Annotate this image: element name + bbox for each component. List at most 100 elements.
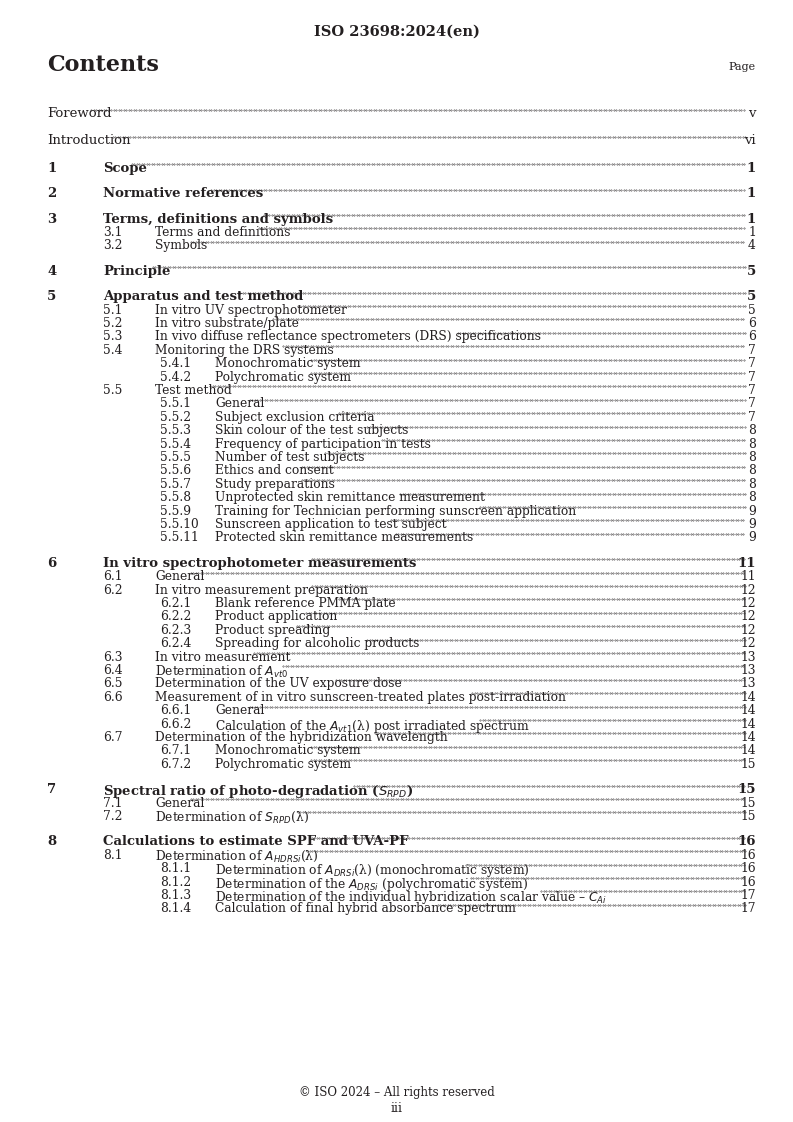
Text: Calculation of the $A_{vt1}$(λ) post irradiated spectrum: Calculation of the $A_{vt1}$(λ) post irr… xyxy=(215,718,530,735)
Text: 7: 7 xyxy=(47,783,56,797)
Text: 16: 16 xyxy=(741,862,756,875)
Text: 5.2: 5.2 xyxy=(103,318,122,330)
Text: 6.7.2: 6.7.2 xyxy=(160,757,191,771)
Text: 8: 8 xyxy=(748,451,756,465)
Text: 1: 1 xyxy=(47,162,56,175)
Text: 13: 13 xyxy=(741,664,756,677)
Text: 5: 5 xyxy=(747,265,756,278)
Text: Sunscreen application to test subject: Sunscreen application to test subject xyxy=(215,518,446,531)
Text: vi: vi xyxy=(745,135,756,147)
Text: 5.5.11: 5.5.11 xyxy=(160,532,199,544)
Text: 17: 17 xyxy=(741,902,756,916)
Text: 15: 15 xyxy=(737,783,756,797)
Text: 6.2.4: 6.2.4 xyxy=(160,637,191,651)
Text: 16: 16 xyxy=(741,849,756,862)
Text: Contents: Contents xyxy=(47,54,159,76)
Text: Ethics and consent: Ethics and consent xyxy=(215,465,334,477)
Text: Determination of $S_{RPD}$(λ): Determination of $S_{RPD}$(λ) xyxy=(155,810,309,825)
Text: 5.5.1: 5.5.1 xyxy=(160,397,191,411)
Text: 13: 13 xyxy=(741,651,756,663)
Text: Calculations to estimate SPF and UVA-PF: Calculations to estimate SPF and UVA-PF xyxy=(103,836,408,848)
Text: 7: 7 xyxy=(749,411,756,424)
Text: General: General xyxy=(155,570,205,583)
Text: Terms, definitions and symbols: Terms, definitions and symbols xyxy=(103,212,333,226)
Text: Determination of $A_{HDRSi}$(λ): Determination of $A_{HDRSi}$(λ) xyxy=(155,849,319,864)
Text: 3: 3 xyxy=(47,212,56,226)
Text: Product application: Product application xyxy=(215,610,337,624)
Text: 5.4: 5.4 xyxy=(103,343,122,357)
Text: Spectral ratio of photo-degradation ($S_{RPD}$): Spectral ratio of photo-degradation ($S_… xyxy=(103,783,413,800)
Text: 8: 8 xyxy=(748,465,756,477)
Text: Page: Page xyxy=(729,62,756,72)
Text: v: v xyxy=(749,107,756,120)
Text: 8: 8 xyxy=(47,836,56,848)
Text: Unprotected skin remittance measurement: Unprotected skin remittance measurement xyxy=(215,491,485,504)
Text: Normative references: Normative references xyxy=(103,187,263,200)
Text: 8.1.2: 8.1.2 xyxy=(160,875,191,889)
Text: Scope: Scope xyxy=(103,162,147,175)
Text: Determination of the UV exposure dose: Determination of the UV exposure dose xyxy=(155,678,402,690)
Text: 5.5.4: 5.5.4 xyxy=(160,438,191,451)
Text: 5.5.3: 5.5.3 xyxy=(160,424,191,438)
Text: In vivo diffuse reflectance spectrometers (DRS) specifications: In vivo diffuse reflectance spectrometer… xyxy=(155,330,541,343)
Text: Apparatus and test method: Apparatus and test method xyxy=(103,291,303,303)
Text: 6.7.1: 6.7.1 xyxy=(160,744,191,757)
Text: 6.2.3: 6.2.3 xyxy=(160,624,191,637)
Text: Monochromatic system: Monochromatic system xyxy=(215,357,361,370)
Text: 3.2: 3.2 xyxy=(103,239,122,252)
Text: Symbols: Symbols xyxy=(155,239,207,252)
Text: 6.4: 6.4 xyxy=(103,664,123,677)
Text: 6.6: 6.6 xyxy=(103,691,123,703)
Text: 7: 7 xyxy=(749,370,756,384)
Text: 6.3: 6.3 xyxy=(103,651,122,663)
Text: 9: 9 xyxy=(748,532,756,544)
Text: 11: 11 xyxy=(737,557,756,570)
Text: 5.4.2: 5.4.2 xyxy=(160,370,191,384)
Text: In vitro substrate/plate: In vitro substrate/plate xyxy=(155,318,299,330)
Text: 7.2: 7.2 xyxy=(103,810,122,824)
Text: In vitro spectrophotometer measurements: In vitro spectrophotometer measurements xyxy=(103,557,416,570)
Text: Monochromatic system: Monochromatic system xyxy=(215,744,361,757)
Text: 1: 1 xyxy=(749,226,756,239)
Text: 12: 12 xyxy=(741,610,756,624)
Text: 5.5.9: 5.5.9 xyxy=(160,505,191,517)
Text: 5.5.6: 5.5.6 xyxy=(160,465,191,477)
Text: 8.1.3: 8.1.3 xyxy=(160,889,191,902)
Text: 6.1: 6.1 xyxy=(103,570,122,583)
Text: Training for Technician performing sunscreen application: Training for Technician performing sunsc… xyxy=(215,505,577,517)
Text: In vitro measurement preparation: In vitro measurement preparation xyxy=(155,583,368,597)
Text: 6: 6 xyxy=(47,557,56,570)
Text: 5: 5 xyxy=(749,304,756,316)
Text: 12: 12 xyxy=(741,583,756,597)
Text: Protected skin remittance measurements: Protected skin remittance measurements xyxy=(215,532,473,544)
Text: 15: 15 xyxy=(741,810,756,824)
Text: 16: 16 xyxy=(737,836,756,848)
Text: 6.7: 6.7 xyxy=(103,732,122,744)
Text: 12: 12 xyxy=(741,597,756,610)
Text: 8.1: 8.1 xyxy=(103,849,122,862)
Text: General: General xyxy=(215,397,264,411)
Text: 17: 17 xyxy=(741,889,756,902)
Text: 11: 11 xyxy=(741,570,756,583)
Text: 7: 7 xyxy=(749,343,756,357)
Text: General: General xyxy=(215,705,264,717)
Text: Determination of $A_{vt0}$: Determination of $A_{vt0}$ xyxy=(155,664,288,680)
Text: Polychromatic system: Polychromatic system xyxy=(215,370,351,384)
Text: Introduction: Introduction xyxy=(47,135,131,147)
Text: Determination of $A_{DRSi}$(λ) (monochromatic system): Determination of $A_{DRSi}$(λ) (monochro… xyxy=(215,862,530,880)
Text: 5.4.1: 5.4.1 xyxy=(160,357,191,370)
Text: Polychromatic system: Polychromatic system xyxy=(215,757,351,771)
Text: 8: 8 xyxy=(748,424,756,438)
Text: 5.5.8: 5.5.8 xyxy=(160,491,191,504)
Text: 9: 9 xyxy=(748,518,756,531)
Text: 14: 14 xyxy=(741,732,756,744)
Text: 16: 16 xyxy=(741,875,756,889)
Text: Skin colour of the test subjects: Skin colour of the test subjects xyxy=(215,424,408,438)
Text: 5.5: 5.5 xyxy=(103,384,122,397)
Text: 15: 15 xyxy=(741,797,756,810)
Text: 12: 12 xyxy=(741,624,756,637)
Text: 1: 1 xyxy=(747,187,756,200)
Text: Monitoring the DRS systems: Monitoring the DRS systems xyxy=(155,343,334,357)
Text: 8: 8 xyxy=(748,478,756,490)
Text: 14: 14 xyxy=(741,691,756,703)
